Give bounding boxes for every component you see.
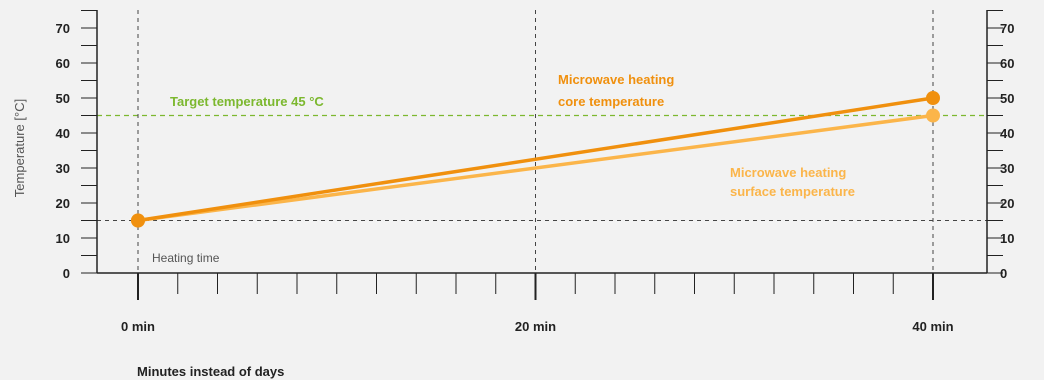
x-axis-caption: Minutes instead of days xyxy=(137,364,284,379)
surface-series-label-line-2: surface temperature xyxy=(730,184,855,199)
y-tick-label-left: 20 xyxy=(56,196,70,211)
series-point-0-0 xyxy=(131,213,145,228)
series-line-0 xyxy=(136,96,935,223)
y-tick-label-right: 60 xyxy=(1000,56,1014,71)
core-series-label-line-1: Microwave heating xyxy=(558,72,674,87)
x-tick-label: 40 min xyxy=(912,319,953,334)
y-tick-label-left: 30 xyxy=(56,161,70,176)
target-temperature-label: Target temperature 45 °C xyxy=(170,94,324,109)
x-tick-label: 0 min xyxy=(121,319,155,334)
y-axis-title: Temperature [°C] xyxy=(12,99,27,197)
surface-series-label-line-1: Microwave heating xyxy=(730,165,846,180)
y-tick-label-left: 40 xyxy=(56,126,70,141)
y-tick-label-right: 0 xyxy=(1000,266,1007,281)
y-tick-label-right: 10 xyxy=(1000,231,1014,246)
y-tick-label-right: 30 xyxy=(1000,161,1014,176)
y-tick-label-left: 10 xyxy=(56,231,70,246)
series-point-1-1 xyxy=(926,108,940,123)
heating-time-note: Heating time xyxy=(152,251,220,265)
y-tick-label-left: 50 xyxy=(56,91,70,106)
y-tick-label-right: 70 xyxy=(1000,21,1014,36)
y-tick-label-right: 40 xyxy=(1000,126,1014,141)
core-series-label-line-2: core temperature xyxy=(558,94,664,109)
y-tick-label-right: 50 xyxy=(1000,91,1014,106)
y-tick-label-left: 70 xyxy=(56,21,70,36)
series-line-1 xyxy=(136,113,935,223)
y-tick-label-right: 20 xyxy=(1000,196,1014,211)
y-tick-label-left: 60 xyxy=(56,56,70,71)
y-tick-label-left: 0 xyxy=(63,266,70,281)
x-tick-label: 20 min xyxy=(515,319,556,334)
series-point-0-1 xyxy=(926,91,940,105)
